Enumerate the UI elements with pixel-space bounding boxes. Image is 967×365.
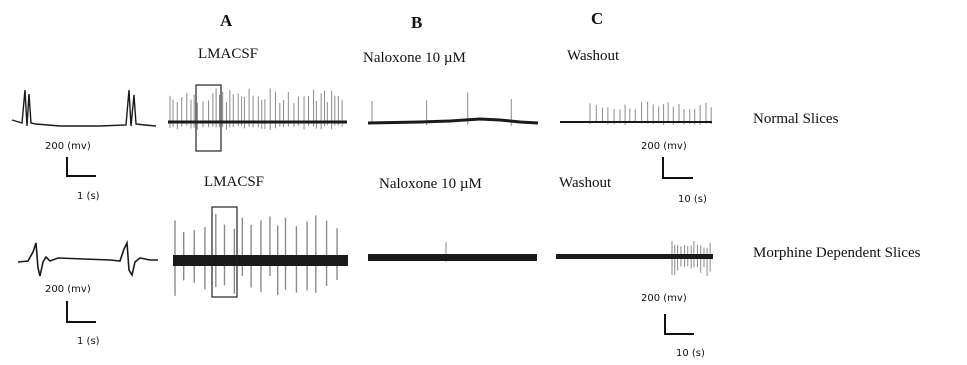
panel-c-letter: C (591, 9, 604, 28)
row1-left-time-label: 1 (s) (77, 191, 100, 202)
panel-a-title-morphine: LMACSF (204, 174, 265, 190)
morphine-naloxone-baseline (368, 254, 537, 261)
morphine-washout-baseline (556, 254, 713, 259)
row1-left-scale-bar (66, 157, 96, 177)
normal-naloxone-baseline (367, 117, 539, 125)
row-label-normal: Normal Slices (753, 111, 839, 127)
normal-inset-trace (11, 89, 157, 127)
row2-left-time-label: 1 (s) (77, 336, 100, 347)
morphine-zoom-box (211, 206, 238, 298)
morphine-lmacsf-spikes (174, 213, 338, 296)
row2-left-amplitude-label: 200 (mv) (45, 284, 91, 295)
panel-b-title-normal: Naloxone 10 µM (363, 50, 466, 66)
row-label-morphine: Morphine Dependent Slices (753, 245, 921, 261)
row1-right-time-label: 10 (s) (678, 194, 707, 205)
morphine-inset-trace (17, 240, 158, 278)
normal-zoom-box (195, 84, 222, 152)
panel-b-title-morphine: Naloxone 10 µM (379, 176, 482, 192)
panel-a-title-normal: LMACSF (198, 46, 259, 62)
row2-right-amplitude-label: 200 (mv) (641, 293, 687, 304)
panel-b-letter: B (411, 13, 423, 32)
row2-right-time-label: 10 (s) (676, 348, 705, 359)
panel-c-title-normal: Washout (567, 48, 620, 64)
row2-right-scale-bar (664, 314, 694, 335)
row1-right-amplitude-label: 200 (mv) (641, 141, 687, 152)
row2-left-scale-bar (66, 301, 96, 323)
panel-a-letter: A (220, 11, 233, 30)
row1-left-amplitude-label: 200 (mv) (45, 141, 91, 152)
panel-c-title-morphine: Washout (559, 175, 612, 191)
morphine-lmacsf-baseline (173, 255, 348, 266)
row1-right-scale-bar (662, 157, 693, 179)
